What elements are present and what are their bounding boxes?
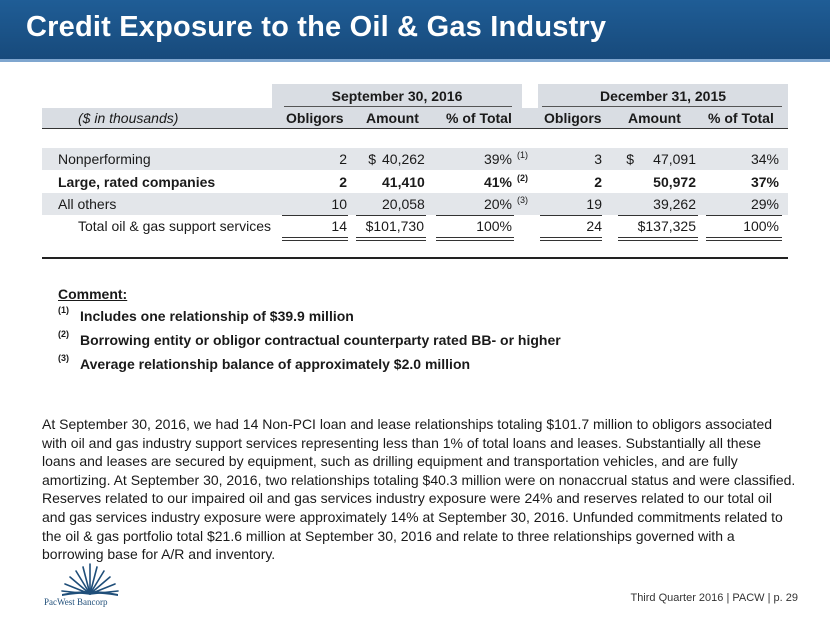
footnote-ref-1: (1)	[517, 150, 528, 160]
cell-pct-sep: 100%	[476, 218, 512, 234]
cell-obligors-dec: 19	[586, 196, 602, 212]
row-band-2	[42, 193, 788, 215]
title-accent-line	[0, 59, 830, 62]
cell-obligors-dec: 24	[586, 218, 602, 234]
total-rule	[540, 237, 602, 241]
header-rule	[42, 128, 788, 129]
cell-amount-dec: $137,325	[637, 218, 696, 234]
units-label: ($ in thousands)	[78, 110, 179, 126]
comments-heading: Comment:	[58, 286, 128, 302]
subtotal-rule	[706, 215, 782, 216]
cell-amount-dec: 39,262	[653, 196, 696, 212]
footnote-mark: (1)	[58, 305, 69, 315]
group-band-dec	[538, 84, 788, 108]
footnote-text: Includes one relationship of $39.9 milli…	[80, 308, 354, 324]
footnote-mark: (2)	[58, 329, 69, 339]
cell-dollar-sep: $	[368, 151, 376, 167]
cell-obligors-dec: 2	[594, 174, 602, 190]
footnote-text: Borrowing entity or obligor contractual …	[80, 332, 561, 348]
row-band-0	[42, 148, 788, 170]
subtotal-rule	[282, 215, 348, 216]
cell-amount-dec: 50,972	[653, 174, 696, 190]
total-rule	[618, 237, 698, 241]
total-rule	[282, 237, 348, 241]
starburst-logo-icon	[61, 563, 119, 596]
group-title-dec: December 31, 2015	[599, 88, 727, 104]
cell-pct-sep: 41%	[483, 174, 512, 190]
table-bottom-rule	[42, 257, 788, 259]
comments-section: Comment: (1) Includes one relationship o…	[58, 286, 561, 372]
col-header-obligors-dec: Obligors	[544, 110, 602, 126]
credit-exposure-table: September 30, 2016 December 31, 2015 ($ …	[42, 84, 788, 260]
subtotal-rule	[356, 215, 426, 216]
cell-obligors-sep: 2	[339, 174, 347, 190]
cell-amount-sep: $101,730	[365, 218, 424, 234]
cell-obligors-sep: 2	[339, 151, 347, 167]
subtotal-rule	[618, 215, 698, 216]
summary-paragraph: At September 30, 2016, we had 14 Non-PCI…	[42, 416, 796, 563]
subtotal-rule	[540, 215, 602, 216]
total-rule	[356, 237, 426, 241]
cell-amount-sep: 20,058	[382, 196, 425, 212]
cell-amount-dec: 47,091	[653, 151, 696, 167]
group-band-sep	[272, 84, 522, 108]
page-title: Credit Exposure to the Oil & Gas Industr…	[26, 11, 607, 43]
cell-pct-sep: 20%	[483, 196, 512, 212]
logo-wordmark: PacWest Bancorp	[44, 597, 108, 607]
cell-obligors-sep: 10	[331, 196, 347, 212]
footnote-ref-2: (2)	[517, 173, 528, 183]
cell-dollar-dec: $	[626, 151, 634, 167]
footnote-mark: (3)	[58, 353, 69, 363]
cell-pct-dec: 29%	[750, 196, 779, 212]
title-bar: Credit Exposure to the Oil & Gas Industr…	[0, 0, 830, 62]
cell-pct-dec: 34%	[750, 151, 779, 167]
cell-obligors-dec: 3	[594, 151, 602, 167]
header-band	[42, 108, 788, 128]
col-header-amount-dec: Amount	[628, 110, 681, 126]
total-rule	[706, 237, 782, 241]
group-rule-sep	[284, 106, 512, 107]
col-header-obligors-sep: Obligors	[286, 110, 344, 126]
col-header-amount-sep: Amount	[366, 110, 419, 126]
subtotal-rule	[436, 215, 514, 216]
cell-amount-sep: 40,262	[382, 151, 425, 167]
footnote-text: Average relationship balance of approxim…	[80, 356, 471, 372]
row-label-nonperforming: Nonperforming	[58, 151, 151, 167]
row-label-all-others: All others	[58, 196, 117, 212]
group-rule-dec	[542, 106, 782, 107]
cell-pct-dec: 100%	[743, 218, 779, 234]
row-label-large-rated: Large, rated companies	[58, 174, 216, 190]
row-label-total: Total oil & gas support services	[78, 218, 271, 234]
col-header-pct-dec: % of Total	[708, 110, 774, 126]
col-header-pct-sep: % of Total	[446, 110, 512, 126]
group-title-sep: September 30, 2016	[331, 88, 463, 104]
total-rule	[436, 237, 514, 241]
cell-amount-sep: 41,410	[382, 174, 425, 190]
cell-pct-dec: 37%	[750, 174, 779, 190]
cell-pct-sep: 39%	[483, 151, 512, 167]
page-footer: Third Quarter 2016 | PACW | p. 29	[630, 592, 798, 604]
footnote-ref-3: (3)	[517, 195, 528, 205]
cell-obligors-sep: 14	[331, 218, 347, 234]
